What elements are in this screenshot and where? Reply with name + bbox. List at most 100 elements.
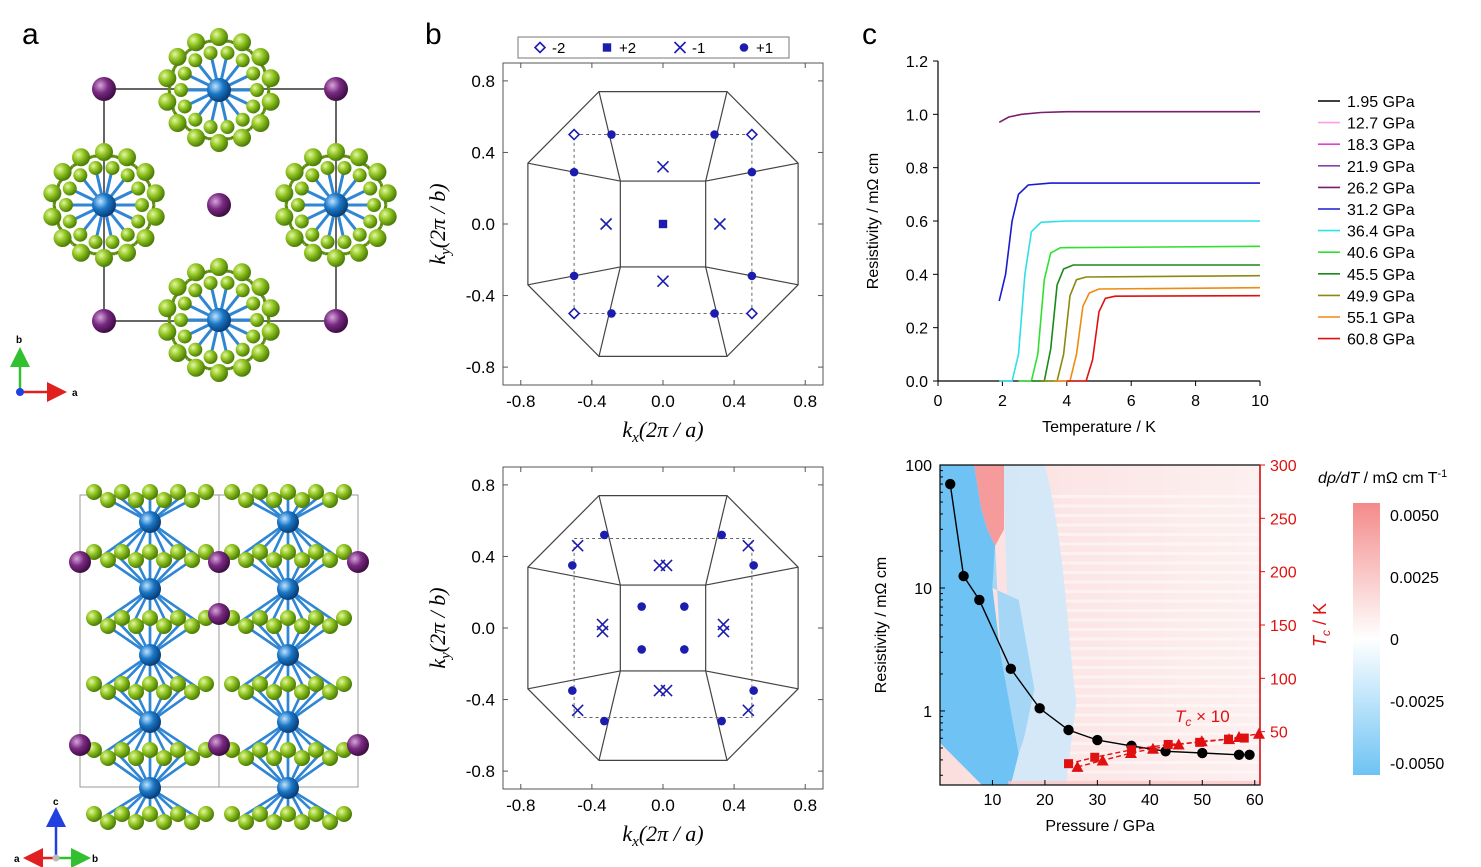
resistivity-point (1233, 749, 1245, 761)
weyl-point--1 (660, 559, 673, 572)
tc-triangle-point (1096, 754, 1109, 766)
ligand-atom (308, 610, 324, 626)
cation-atom (347, 734, 369, 756)
ligand-atom (86, 610, 102, 626)
ligand-atom (142, 742, 158, 758)
ligand-atom (327, 249, 345, 267)
ligand-atom (246, 296, 261, 311)
ligand-atom (266, 750, 282, 766)
tc-triangle-point (1146, 742, 1159, 754)
ligand-atom (168, 114, 187, 133)
axis-label-a: a (72, 388, 78, 399)
tc-triangle-point (1124, 747, 1137, 758)
weyl-point-+1 (637, 602, 646, 611)
ligand-atom (250, 83, 264, 97)
ligand-atom (280, 544, 296, 560)
ligand-atom (114, 806, 130, 822)
weyl-point--2 (567, 128, 581, 141)
metal-atom (277, 511, 299, 533)
ligand-atom (252, 610, 268, 626)
weyl-point--1 (571, 539, 584, 552)
ligand-atom (327, 143, 345, 161)
ligand-atom (252, 676, 268, 692)
ligand-atom (238, 814, 254, 830)
rt-curve (1066, 294, 1261, 382)
y-tick-label: 0.0 (906, 374, 928, 391)
ligand-atom (280, 676, 296, 692)
x-tick-label: 40 (1141, 792, 1159, 809)
ligand-atom (210, 134, 228, 152)
cation-atom (92, 309, 116, 333)
ligand-atom (43, 207, 62, 226)
y2-axis-label: Tc / K (1310, 603, 1333, 647)
legend-entry: 12.7 GPa (1347, 116, 1415, 133)
ligand-atom (142, 676, 158, 692)
ligand-atom (368, 162, 387, 181)
ligand-atom (117, 148, 136, 167)
ligand-atom (294, 181, 309, 196)
metal-atom (277, 711, 299, 733)
ligand-atom (252, 742, 268, 758)
y2-tick-label: 300 (1270, 458, 1297, 475)
ligand-atom (168, 277, 187, 296)
resistivity-point (974, 594, 985, 606)
weyl-point--2 (567, 307, 581, 320)
ligand-atom (114, 676, 130, 692)
ligand-atom (62, 181, 77, 196)
tc-square-point (1090, 752, 1100, 762)
ligand-atom (238, 492, 254, 508)
legend-label: +1 (756, 40, 773, 57)
ligand-atom (261, 322, 280, 341)
resistivity-point (1244, 749, 1255, 761)
weyl-point-+1 (568, 686, 577, 695)
ligand-atom (203, 45, 218, 60)
rt-curve (999, 220, 1260, 382)
ligand-atom (337, 160, 352, 175)
legend-entry: 21.9 GPa (1347, 159, 1415, 176)
ligand-atom (235, 283, 250, 298)
ligand-atom (114, 742, 130, 758)
colorbar-tick-label: -0.0050 (1390, 756, 1444, 773)
tc-triangle-point (1071, 760, 1084, 772)
weyl-point-+1 (637, 645, 646, 654)
weyl-point--1 (742, 704, 755, 717)
plot-frame (502, 466, 824, 790)
legend-entry: 45.5 GPa (1347, 267, 1415, 284)
ligand-atom (322, 814, 338, 830)
legend-entry: 36.4 GPa (1347, 224, 1415, 241)
ligand-atom (308, 544, 324, 560)
weyl-point-+1 (568, 561, 577, 570)
dashed-square (573, 134, 753, 314)
ligand-atom (128, 552, 144, 568)
y-tick-label: 0.8 (471, 476, 495, 495)
x-tick-label: 10 (984, 792, 1002, 809)
x-tick-label: -0.4 (577, 796, 606, 815)
x-tick-label: 4 (1062, 393, 1071, 410)
weyl-point-+1 (717, 530, 726, 540)
colorbar-tick-label: 0 (1390, 632, 1399, 649)
ligand-atom (252, 544, 268, 560)
cation-atom (324, 309, 348, 333)
ligand-atom (95, 249, 113, 267)
ligand-atom (136, 229, 155, 248)
weyl-point-+2 (658, 219, 668, 229)
y-tick-label: -0.4 (466, 691, 495, 710)
ligand-atom (128, 750, 144, 766)
weyl-point--2 (745, 307, 759, 320)
x-tick-label: 50 (1193, 792, 1211, 809)
ligand-atom (188, 342, 203, 357)
resistivity-point (945, 478, 956, 490)
weyl-point--1 (660, 684, 673, 697)
ligand-atom (177, 66, 192, 81)
weyl-point-+1 (717, 716, 726, 726)
x-tick-label: 60 (1246, 792, 1264, 809)
ligand-atom (128, 684, 144, 700)
weyl-point-+1 (680, 645, 689, 654)
ligand-atom (156, 814, 172, 830)
ligand-atom (349, 243, 368, 262)
ligand-atom (308, 742, 324, 758)
ligand-atom (131, 181, 146, 196)
ligand-atom (224, 806, 240, 822)
weyl-point-+1 (569, 167, 579, 177)
cation-atom (208, 603, 230, 625)
